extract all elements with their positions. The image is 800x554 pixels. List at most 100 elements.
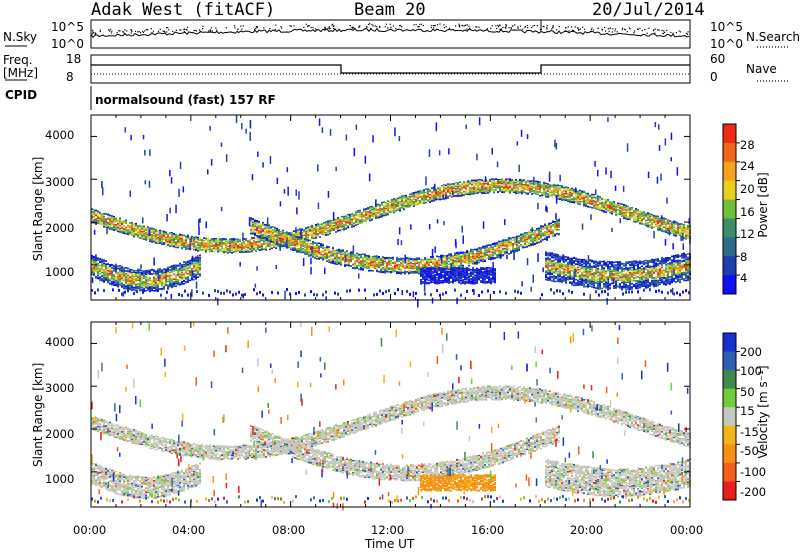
power-echo — [231, 250, 233, 252]
power-echo — [165, 243, 167, 245]
power-echo — [99, 212, 101, 214]
nsearch-point — [565, 27, 566, 28]
nsearch-point — [534, 25, 535, 26]
nsearch-point — [532, 25, 533, 26]
power-echo — [219, 241, 221, 243]
power-echo — [133, 228, 135, 230]
power-echo — [245, 249, 247, 251]
power-echo — [95, 218, 97, 220]
nsearch-point — [655, 29, 656, 30]
power-echo — [167, 235, 169, 237]
power-echo — [203, 244, 205, 246]
nsearch-point — [333, 25, 334, 26]
power-echo — [193, 249, 195, 251]
nsearch-point — [160, 29, 161, 30]
nsearch-point — [393, 25, 394, 26]
nsearch-point — [469, 28, 470, 29]
power-echo — [203, 249, 205, 251]
power-echo — [225, 251, 227, 253]
power-echo — [211, 245, 213, 247]
power-echo — [233, 247, 235, 249]
power-echo — [213, 250, 215, 252]
power-echo — [145, 239, 147, 241]
nsearch-point — [153, 31, 154, 32]
power-echo — [203, 240, 205, 242]
power-echo — [215, 249, 217, 251]
nsearch-point — [390, 27, 391, 28]
power-echo — [269, 242, 271, 244]
power-echo — [177, 241, 179, 243]
nsearch-point — [166, 27, 167, 28]
nsearch-point — [354, 28, 355, 29]
nsearch-point — [135, 31, 136, 32]
power-echo — [253, 240, 255, 242]
power-echo — [205, 250, 207, 252]
power-echo — [231, 245, 233, 247]
power-echo — [99, 220, 101, 222]
nsearch-point — [633, 32, 634, 33]
power-echo — [229, 239, 231, 241]
power-echo — [247, 250, 249, 252]
power-echo — [171, 240, 173, 242]
power-echo — [205, 251, 207, 253]
power-echo — [209, 246, 211, 248]
nsearch-point — [395, 28, 396, 29]
power-echo — [111, 218, 113, 220]
power-echo — [155, 231, 157, 233]
power-echo — [133, 235, 135, 237]
nsearch-point — [688, 31, 689, 32]
power-echo — [153, 237, 155, 239]
power-echo — [101, 218, 103, 220]
nsearch-point — [648, 28, 649, 29]
power-echo — [215, 242, 217, 244]
power-echo — [185, 240, 187, 242]
power-echo — [143, 226, 145, 228]
nsearch-point — [401, 26, 402, 27]
nsearch-point — [212, 30, 213, 31]
power-echo — [177, 247, 179, 249]
power-echo — [161, 242, 163, 244]
power-echo — [159, 230, 161, 232]
power-echo — [233, 242, 235, 244]
power-echo — [199, 238, 201, 240]
power-echo — [155, 238, 157, 240]
power-echo — [103, 223, 105, 225]
nsearch-point — [497, 25, 498, 26]
power-echo — [249, 242, 251, 244]
nsearch-point — [366, 26, 367, 27]
nsearch-point — [275, 25, 276, 26]
power-echo — [229, 241, 231, 243]
power-echo — [203, 246, 205, 248]
power-echo — [173, 238, 175, 240]
power-echo — [125, 222, 127, 224]
nsearch-point — [202, 28, 203, 29]
power-echo — [151, 239, 153, 241]
power-echo — [213, 241, 215, 243]
power-echo — [187, 236, 189, 238]
power-echo — [249, 239, 251, 241]
nsearch-point — [187, 27, 188, 28]
power-echo — [159, 242, 161, 244]
nsearch-point — [573, 30, 574, 31]
nsearch-point — [505, 24, 506, 25]
nsearch-point — [444, 27, 445, 28]
power-echo — [165, 232, 167, 234]
power-echo — [239, 240, 241, 242]
power-echo — [265, 249, 267, 251]
power-echo — [269, 247, 271, 249]
nsearch-point — [126, 30, 127, 31]
power-echo — [155, 241, 157, 243]
power-echo — [227, 240, 229, 242]
nsearch-point — [612, 28, 613, 29]
power-echo — [207, 245, 209, 247]
nsearch-point — [654, 33, 655, 34]
power-echo — [197, 244, 199, 246]
power-echo — [149, 237, 151, 239]
nsearch-point — [602, 29, 603, 30]
nsearch-point — [333, 28, 334, 29]
power-echo — [93, 216, 95, 218]
power-echo — [101, 224, 103, 226]
power-echo — [185, 245, 187, 247]
power-echo — [129, 231, 131, 233]
power-echo — [245, 243, 247, 245]
